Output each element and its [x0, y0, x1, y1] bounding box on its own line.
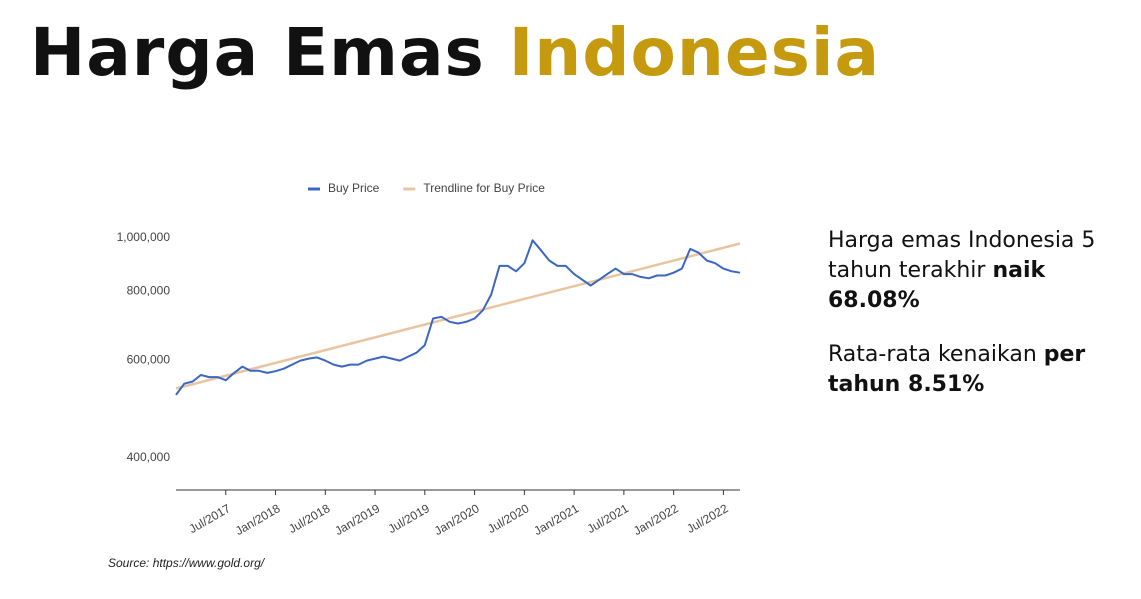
price-line [175, 239, 741, 396]
note-bold: per tahun 8.51% [828, 342, 1086, 397]
legend-label: Buy Price [328, 181, 380, 195]
source: Source: https://www.gold.org/ [108, 556, 265, 570]
title: Harga Emas Indonesia [30, 14, 880, 91]
x-tick-label: Jul/2020 [485, 501, 532, 536]
note: Rata-rata kenaikan per tahun 8.51% [828, 340, 1118, 400]
trendline [175, 242, 741, 390]
note: Harga emas Indonesia 5 tahun terakhir na… [828, 226, 1118, 316]
x-tick-label: Jul/2021 [585, 501, 632, 536]
x-tick-label: Jul/2022 [684, 501, 731, 536]
legend-label: Trendline for Buy Price [423, 181, 545, 195]
note-bold: naik 68.08% [828, 258, 1046, 313]
x-tick-label: Jan/2020 [432, 501, 482, 538]
title-part: Harga Emas [30, 14, 485, 91]
title-part: Indonesia [508, 14, 881, 91]
note-text: Harga emas Indonesia 5 tahun terakhir [828, 228, 1096, 283]
notes: Harga emas Indonesia 5 tahun terakhir na… [828, 226, 1118, 424]
x-tick-label: Jan/2021 [531, 501, 581, 538]
y-tick-label: 400,000 [127, 450, 171, 464]
x-tick-label: Jul/2017 [187, 501, 234, 536]
y-tick-label: 1,000,000 [117, 230, 171, 244]
x-tick-label: Jul/2019 [386, 501, 433, 536]
x-tick-label: Jul/2018 [286, 501, 333, 536]
x-tick-label: Jan/2022 [631, 501, 681, 538]
x-tick-label: Jan/2018 [233, 501, 283, 538]
y-tick-label: 600,000 [127, 353, 171, 367]
note-text: Rata-rata kenaikan [828, 342, 1037, 367]
y-tick-label: 800,000 [127, 284, 171, 298]
x-tick-label: Jan/2019 [332, 501, 382, 538]
